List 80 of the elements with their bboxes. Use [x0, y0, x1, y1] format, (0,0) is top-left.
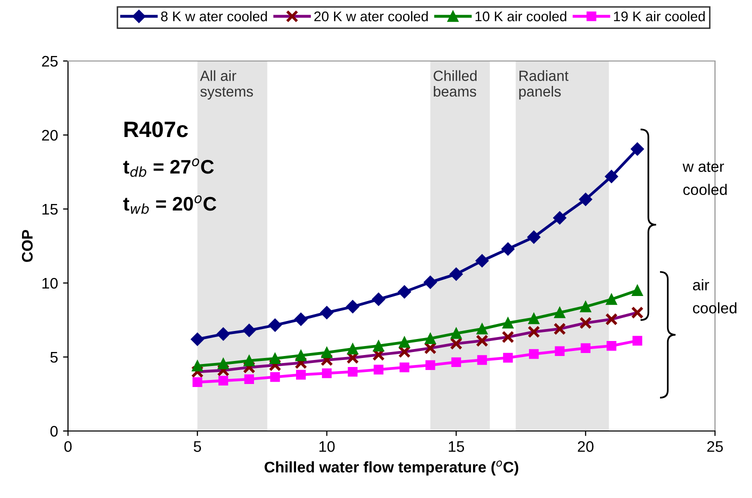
point [424, 276, 437, 289]
y-tick-label: 15 [42, 204, 58, 215]
point [398, 336, 410, 348]
point [373, 340, 384, 352]
point [579, 192, 592, 206]
point [630, 142, 644, 156]
point [268, 318, 282, 332]
y-tick-label: 10 [42, 278, 58, 289]
point [606, 294, 618, 305]
legend-label: 8 K w ater cooled [161, 11, 267, 22]
point [374, 364, 384, 374]
point [242, 324, 256, 337]
point [450, 328, 462, 339]
point [216, 327, 230, 341]
point [580, 343, 590, 353]
legend-label: 20 K w ater cooled [314, 11, 428, 22]
point [632, 336, 642, 346]
y-axis-title: COP [22, 230, 33, 262]
point [295, 350, 306, 362]
point [321, 347, 332, 358]
y-tick-label: 5 [50, 352, 58, 363]
point [604, 170, 618, 184]
point [347, 343, 358, 354]
point [554, 307, 566, 318]
point [503, 352, 513, 363]
y-tick-label: 25 [42, 56, 58, 67]
point [192, 360, 203, 372]
point [501, 242, 515, 256]
point [632, 284, 643, 296]
legend-label: 19 K air cooled [614, 11, 705, 22]
point [606, 341, 616, 351]
point [398, 285, 412, 298]
point [192, 377, 202, 388]
x-tick-label: 25 [707, 441, 723, 452]
point [320, 306, 334, 320]
band-label: All air systems [200, 70, 253, 100]
point [218, 376, 228, 386]
point [270, 372, 280, 382]
y-tick-label: 0 [50, 426, 58, 437]
point [269, 352, 281, 364]
point [218, 358, 229, 370]
annotation: t$_{db}$ = 27$^{o}$C [123, 158, 214, 177]
point [476, 323, 488, 334]
point [424, 332, 436, 344]
x-tick-label: 5 [194, 441, 202, 452]
point [528, 312, 540, 324]
legend-label: 10 K air cooled [476, 11, 566, 22]
point [372, 292, 386, 306]
point [244, 374, 254, 384]
point [294, 312, 308, 326]
point [475, 254, 489, 268]
y-tick-label: 20 [42, 130, 58, 141]
point [553, 211, 566, 224]
annotation: R407c [124, 122, 188, 138]
point [322, 368, 332, 378]
x-tick-label: 20 [578, 441, 594, 452]
point [244, 355, 255, 366]
x-tick-label: 0 [64, 441, 72, 452]
point [554, 346, 565, 356]
band-label: Radiant panels [519, 70, 568, 100]
point [296, 370, 306, 380]
point [528, 349, 539, 359]
point [348, 366, 358, 377]
band-label: Chilled beams [434, 70, 477, 97]
point [580, 301, 592, 312]
point [400, 362, 410, 372]
point [190, 332, 204, 346]
point [346, 300, 360, 314]
point [425, 360, 436, 370]
point [450, 268, 463, 281]
point [502, 317, 514, 329]
x-tick-label: 10 [319, 441, 335, 452]
x-tick-label: 15 [448, 441, 464, 452]
point [527, 230, 540, 244]
annotation: w ater cooled [682, 162, 727, 196]
annotation: t$_{wb}$ = 20$^{o}$C [123, 195, 216, 214]
annotation: air cooled [693, 279, 736, 314]
point [477, 355, 487, 365]
point [451, 357, 462, 368]
x-axis-title: Chilled water flow temperature ($^{o}$C) [264, 460, 518, 476]
